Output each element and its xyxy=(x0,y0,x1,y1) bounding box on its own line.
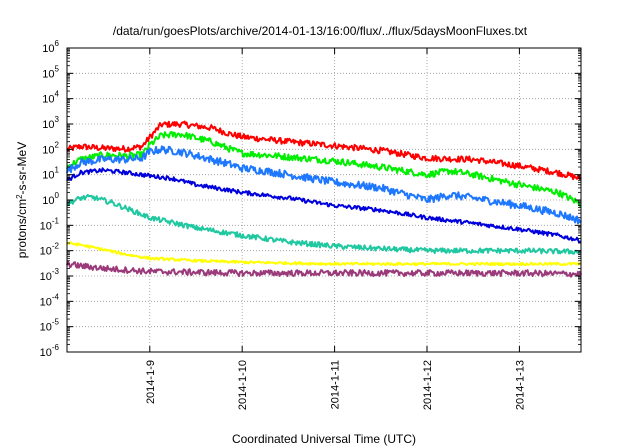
y-tick-exponent: 6 xyxy=(55,39,60,48)
series-line xyxy=(66,120,582,181)
y-tick-label: 101 xyxy=(42,166,59,182)
y-tick-exponent: 4 xyxy=(55,90,60,99)
y-tick-base: 10 xyxy=(42,119,54,131)
y-tick-base: 10 xyxy=(40,296,52,308)
series-line xyxy=(66,145,582,225)
y-tick-label: 10-5 xyxy=(40,318,60,334)
y-tick-exponent: 1 xyxy=(55,166,60,175)
y-tick-base: 10 xyxy=(40,347,52,359)
x-axis: 2014-1-9 2014-1-10 2014-1-11 2014-1-12 2014-… xyxy=(145,48,526,410)
x-tick-label: 2014-1-9 xyxy=(145,360,157,404)
y-axis-title-base: protons/cm xyxy=(15,199,29,258)
series-line xyxy=(66,131,582,208)
y-tick-exponent: -4 xyxy=(52,292,60,301)
y-tick-exponent: -5 xyxy=(52,318,60,327)
y-tick-base: 10 xyxy=(42,94,54,106)
y-axis-title-rest: -s-sr-MeV xyxy=(15,142,29,195)
y-tick-exponent: 5 xyxy=(55,64,60,73)
y-axis-title-sup: 2 xyxy=(15,194,24,199)
y-tick-exponent: 2 xyxy=(55,140,60,149)
y-tick-base: 10 xyxy=(42,43,54,55)
series-line xyxy=(66,241,582,267)
x-tick-label: 2014-1-12 xyxy=(422,360,434,410)
y-tick-label: 10-4 xyxy=(40,292,60,308)
series-line xyxy=(66,260,582,278)
y-tick-base: 10 xyxy=(42,144,54,156)
series-line xyxy=(66,167,582,244)
y-tick-exponent: -1 xyxy=(52,216,60,225)
y-tick-base: 10 xyxy=(42,68,54,80)
y-tick-base: 10 xyxy=(40,271,52,283)
y-tick-exponent: 3 xyxy=(55,115,60,124)
chart-title: /data/run/goesPlots/archive/2014-01-13/1… xyxy=(113,24,528,38)
y-tick-label: 10-1 xyxy=(40,216,60,232)
series-line xyxy=(66,193,582,255)
y-tick-label: 100 xyxy=(42,191,59,207)
y-tick-label: 10-6 xyxy=(40,343,60,359)
x-tick-label: 2014-1-11 xyxy=(330,360,342,409)
y-tick-label: 103 xyxy=(42,115,59,131)
y-tick-label: 10-2 xyxy=(40,242,60,258)
y-tick-label: 104 xyxy=(42,90,59,106)
x-tick-label: 2014-1-13 xyxy=(514,360,526,410)
x-axis-title: Coordinated Universal Time (UTC) xyxy=(232,432,416,446)
y-tick-exponent: 0 xyxy=(55,191,60,200)
y-tick-label: 102 xyxy=(42,140,59,156)
y-axis-title: protons/cm2-s-sr-MeV xyxy=(15,142,30,258)
y-tick-label: 10-3 xyxy=(40,267,60,283)
y-tick-exponent: -3 xyxy=(52,267,60,276)
series-layer xyxy=(66,120,582,278)
y-axis: 10-610-510-410-310-210-11001011021031041… xyxy=(40,39,581,359)
y-tick-base: 10 xyxy=(40,220,52,232)
x-tick-label: 2014-1-10 xyxy=(237,360,249,410)
y-tick-base: 10 xyxy=(40,246,52,258)
y-tick-label: 106 xyxy=(42,39,59,55)
y-tick-exponent: -2 xyxy=(52,242,60,251)
y-tick-exponent: -6 xyxy=(52,343,60,352)
y-tick-base: 10 xyxy=(42,195,54,207)
y-tick-label: 105 xyxy=(42,64,59,80)
y-tick-base: 10 xyxy=(40,322,52,334)
y-tick-base: 10 xyxy=(42,170,54,182)
